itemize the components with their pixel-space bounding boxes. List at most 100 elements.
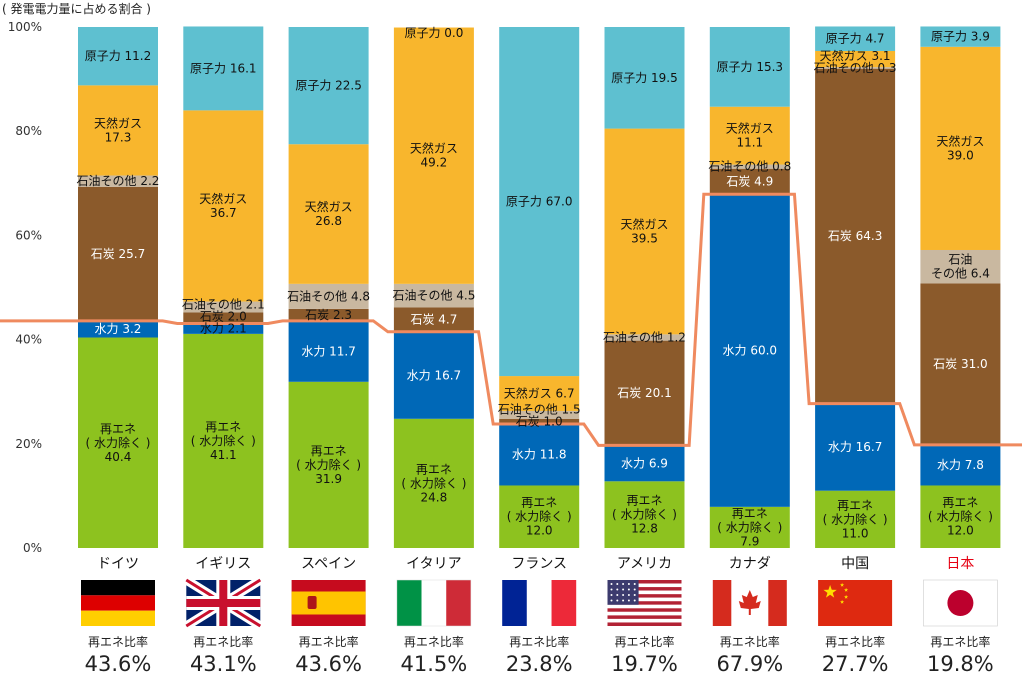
bar-segment-oil bbox=[78, 175, 158, 187]
bar-segment-oil bbox=[393, 283, 474, 308]
segment-label-hydro: 水力 6.9 bbox=[621, 456, 668, 470]
bar-segment-coal bbox=[288, 308, 369, 321]
ratio-caption: 再エネ比率 bbox=[930, 634, 990, 649]
bar-segment-hydro bbox=[499, 424, 580, 486]
bar-segment-hydro bbox=[709, 194, 790, 507]
bar-segment-coal bbox=[815, 68, 896, 404]
bar-segment-renewable bbox=[288, 381, 369, 548]
y-tick-label: 80% bbox=[15, 124, 42, 138]
segment-label-gas: 天然ガス bbox=[305, 199, 353, 214]
germany-flag-icon bbox=[81, 580, 155, 626]
renewable-ratio-value: 19.7% bbox=[611, 652, 678, 676]
bar-segment-gas bbox=[78, 85, 158, 176]
segment-label-coal: 石炭 25.7 bbox=[91, 247, 146, 261]
y-tick-label: 40% bbox=[15, 333, 42, 347]
bar-segment-hydro bbox=[604, 445, 685, 482]
segment-label-oil: 石油その他 4.5 bbox=[392, 289, 475, 303]
segment-label-gas: 天然ガス bbox=[936, 133, 984, 148]
segment-label-oil: 石油 bbox=[948, 253, 972, 267]
renewable-ratio-value: 43.1% bbox=[190, 652, 257, 676]
bar-segment-nuclear bbox=[815, 26, 896, 51]
segment-label-renewable: 再エネ bbox=[311, 444, 347, 458]
segment-label-renewable: ( 水力除く ) bbox=[928, 509, 993, 524]
bar-segment-hydro bbox=[393, 331, 474, 419]
renewable-ratio-value: 43.6% bbox=[85, 652, 152, 676]
segment-label-nuclear: 原子力 67.0 bbox=[506, 195, 573, 209]
segment-label-renewable: 再エネ bbox=[205, 420, 241, 434]
segment-label-gas: 天然ガス bbox=[94, 115, 142, 130]
segment-label-nuclear: 原子力 11.2 bbox=[85, 49, 152, 63]
segment-label-renewable: 7.9 bbox=[740, 534, 759, 548]
bar-segment-hydro bbox=[920, 444, 1001, 486]
segment-label-coal: 石炭 2.0 bbox=[200, 309, 247, 323]
bar-segment-coal bbox=[709, 168, 790, 195]
bar-segment-renewable bbox=[604, 481, 685, 548]
bar-segment-hydro bbox=[815, 403, 896, 491]
bar-segment-oil bbox=[920, 249, 1001, 284]
bar-segment-nuclear bbox=[920, 26, 1001, 47]
segment-label-renewable: 再エネ bbox=[732, 506, 768, 520]
bar-segment-gas bbox=[288, 144, 369, 284]
segment-label-oil: その他 6.4 bbox=[931, 267, 990, 281]
y-tick-label: 100% bbox=[8, 20, 42, 34]
china-flag-icon bbox=[818, 580, 893, 626]
segment-label-oil: 石油その他 1.5 bbox=[498, 402, 581, 416]
segment-label-nuclear: 原子力 3.9 bbox=[931, 30, 990, 44]
segment-label-gas: 天然ガス 6.7 bbox=[504, 386, 575, 401]
renewable-ratio-value: 27.7% bbox=[822, 652, 889, 676]
ratio-caption: 再エネ比率 bbox=[404, 634, 464, 649]
ratio-caption: 再エネ比率 bbox=[509, 634, 569, 649]
usa-flag-icon bbox=[607, 580, 682, 626]
segment-label-hydro: 水力 2.1 bbox=[200, 321, 247, 335]
y-tick-label: 60% bbox=[15, 228, 42, 242]
segment-label-renewable: ( 水力除く ) bbox=[296, 457, 361, 472]
segment-label-renewable: 12.0 bbox=[947, 524, 974, 538]
bar-segment-renewable bbox=[709, 506, 790, 548]
segment-label-renewable: ( 水力除く ) bbox=[717, 519, 782, 534]
country-name: イタリア bbox=[406, 556, 461, 572]
renewable-ratio-line bbox=[0, 192, 1022, 447]
renewable-ratio-value: 19.8% bbox=[927, 652, 994, 676]
bar-segment-nuclear bbox=[499, 27, 580, 377]
segment-label-gas: 天然ガス bbox=[199, 191, 247, 206]
segment-label-renewable: 再エネ bbox=[942, 496, 978, 510]
segment-label-renewable: 40.4 bbox=[105, 450, 132, 464]
bar-segment-oil bbox=[288, 283, 369, 309]
segment-label-gas: 26.8 bbox=[315, 214, 342, 228]
bar-segment-renewable bbox=[920, 485, 1001, 548]
bar-segment-renewable bbox=[815, 490, 896, 548]
spain-flag-icon bbox=[291, 580, 366, 626]
segment-label-renewable: 11.0 bbox=[842, 526, 869, 540]
ratio-caption: 再エネ比率 bbox=[614, 634, 674, 649]
bar-segment-oil bbox=[183, 301, 264, 313]
italy-flag-icon bbox=[396, 579, 472, 627]
bar-segment-oil bbox=[815, 67, 896, 69]
segment-label-hydro: 水力 60.0 bbox=[723, 344, 778, 358]
segment-label-gas: 天然ガス bbox=[410, 141, 458, 156]
segment-label-renewable: 24.8 bbox=[421, 490, 448, 504]
renewable-ratio-value: 67.9% bbox=[716, 652, 783, 676]
segment-label-nuclear: 原子力 0.0 bbox=[404, 26, 463, 40]
segment-label-renewable: ( 水力除く ) bbox=[191, 433, 256, 448]
segment-label-coal: 石炭 2.3 bbox=[305, 308, 352, 322]
segment-label-renewable: ( 水力除く ) bbox=[86, 435, 151, 450]
unit-label: ( 発電電力量に占める割合 ) bbox=[2, 2, 151, 16]
country-name: 日本 bbox=[946, 556, 974, 572]
segment-label-renewable: 31.9 bbox=[315, 472, 342, 486]
segment-label-oil: 石油その他 2.1 bbox=[182, 297, 265, 311]
bar-segment-nuclear bbox=[709, 27, 790, 107]
bar-segment-nuclear bbox=[78, 27, 158, 86]
segment-label-gas: 36.7 bbox=[210, 206, 237, 220]
segment-label-gas: 49.2 bbox=[421, 156, 448, 170]
country-name: イギリス bbox=[195, 556, 251, 572]
bar-segment-hydro bbox=[78, 320, 158, 338]
renewable-ratio-value: 41.5% bbox=[401, 652, 468, 676]
segment-label-renewable: 41.1 bbox=[210, 448, 237, 462]
segment-label-renewable: ( 水力除く ) bbox=[507, 509, 572, 524]
segment-label-hydro: 水力 11.8 bbox=[512, 448, 567, 462]
segment-label-coal: 石炭 1.0 bbox=[516, 414, 563, 428]
bar-segment-oil bbox=[499, 410, 580, 419]
segment-label-renewable: 12.0 bbox=[526, 524, 553, 538]
bar-segment-gas bbox=[815, 50, 896, 68]
